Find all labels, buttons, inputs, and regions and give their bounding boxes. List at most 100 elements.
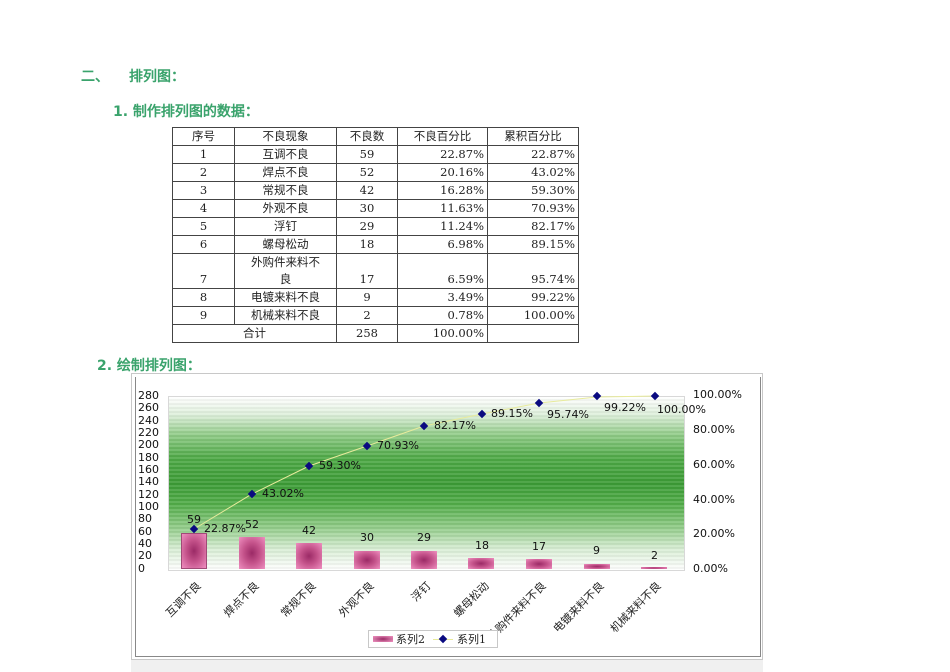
cell-defect: 浮钉 <box>234 217 337 236</box>
table-header-row: 序号 不良现象 不良数 不良百分比 累积百分比 <box>172 127 579 146</box>
bar[interactable] <box>296 543 322 569</box>
cell-count: 29 <box>336 217 398 236</box>
cell-cumulative: 22.87% <box>487 145 579 164</box>
header-cumulative: 累积百分比 <box>487 127 579 146</box>
table-row: 5 浮钉 29 11.24% 82.17% <box>172 217 579 236</box>
legend-entry-series1: 系列1 <box>457 633 486 646</box>
point-label: 22.87% <box>204 522 246 535</box>
bar[interactable] <box>526 559 552 569</box>
bar[interactable] <box>354 551 380 569</box>
left-axis-tick: 200 <box>138 438 159 451</box>
total-percent: 100.00% <box>397 324 488 343</box>
left-axis-tick: 260 <box>138 401 159 414</box>
cell-defect: 焊点不良 <box>234 163 337 182</box>
diamond-icon <box>438 634 448 643</box>
cell-cumulative: 59.30% <box>487 181 579 200</box>
point-label: 95.74% <box>547 408 589 421</box>
cell-percent: 6.98% <box>397 235 488 254</box>
bar-label: 42 <box>302 524 316 537</box>
cell-defect: 机械来料不良 <box>234 306 337 325</box>
bar[interactable] <box>181 533 207 569</box>
left-axis-tick: 100 <box>138 500 159 513</box>
chart-legend[interactable]: 系列2 系列1 <box>368 630 498 648</box>
bar[interactable] <box>239 537 265 569</box>
right-axis-tick: 40.00% <box>693 493 735 506</box>
section-heading: 二、 排列图： <box>81 66 185 86</box>
cell-index: 3 <box>172 181 235 200</box>
cell-defect: 外购件来料不良 <box>234 253 337 289</box>
bar[interactable] <box>584 564 610 569</box>
bar-swatch-icon <box>373 636 393 642</box>
bar[interactable] <box>411 551 437 569</box>
header-percent: 不良百分比 <box>397 127 488 146</box>
left-axis-tick: 280 <box>138 389 159 402</box>
defect-table: 序号 不良现象 不良数 不良百分比 累积百分比 1 互调不良 59 22.87%… <box>172 127 579 343</box>
cell-count: 59 <box>336 145 398 164</box>
bar-label: 30 <box>360 531 374 544</box>
header-count: 不良数 <box>336 127 398 146</box>
bar[interactable] <box>641 567 667 569</box>
cell-percent: 22.87% <box>397 145 488 164</box>
cell-cumulative: 43.02% <box>487 163 579 182</box>
table-row: 6 螺母松动 18 6.98% 89.15% <box>172 235 579 254</box>
cell-index: 1 <box>172 145 235 164</box>
left-axis-tick: 240 <box>138 414 159 427</box>
cell-count: 18 <box>336 235 398 254</box>
cell-count: 17 <box>336 253 398 289</box>
bar-label: 2 <box>651 549 658 562</box>
right-axis-tick: 0.00% <box>693 562 728 575</box>
table-total-row: 合计 258 100.00% <box>172 324 579 343</box>
bar-label: 29 <box>417 531 431 544</box>
cell-cumulative: 89.15% <box>487 235 579 254</box>
cell-percent: 3.49% <box>397 288 488 307</box>
cell-percent: 11.63% <box>397 199 488 218</box>
cell-defect-line1: 外购件来料不 <box>251 255 320 269</box>
left-axis-tick: 0 <box>138 562 145 575</box>
right-axis-tick: 60.00% <box>693 458 735 471</box>
cell-cumulative: 100.00% <box>487 306 579 325</box>
point-label: 100.00% <box>657 403 706 416</box>
cell-cumulative: 70.93% <box>487 199 579 218</box>
left-axis-tick: 40 <box>138 537 152 550</box>
cell-index: 8 <box>172 288 235 307</box>
left-axis-tick: 180 <box>138 451 159 464</box>
cell-index: 2 <box>172 163 235 182</box>
left-axis-tick: 60 <box>138 525 152 538</box>
cell-percent: 0.78% <box>397 306 488 325</box>
cell-cumulative: 99.22% <box>487 288 579 307</box>
left-axis-tick: 140 <box>138 475 159 488</box>
table-row: 4 外观不良 30 11.63% 70.93% <box>172 199 579 218</box>
step2-heading: 2. 绘制排列图： <box>97 358 201 374</box>
header-index: 序号 <box>172 127 235 146</box>
cell-defect: 螺母松动 <box>234 235 337 254</box>
cell-defect: 外观不良 <box>234 199 337 218</box>
left-axis-tick: 160 <box>138 463 159 476</box>
table-row: 3 常规不良 42 16.28% 59.30% <box>172 181 579 200</box>
point-label: 59.30% <box>319 459 361 472</box>
table-row: 1 互调不良 59 22.87% 22.87% <box>172 145 579 164</box>
bar[interactable] <box>468 558 494 569</box>
cell-percent: 20.16% <box>397 163 488 182</box>
right-axis-tick: 20.00% <box>693 527 735 540</box>
total-cumulative <box>487 324 579 343</box>
point-label: 70.93% <box>377 439 419 452</box>
cell-count: 30 <box>336 199 398 218</box>
bar-label: 52 <box>245 518 259 531</box>
table-row: 8 电镀来料不良 9 3.49% 99.22% <box>172 288 579 307</box>
bar-label: 17 <box>532 540 546 553</box>
bar-label: 9 <box>593 544 600 557</box>
legend-entry-series2: 系列2 <box>396 633 425 646</box>
point-label: 89.15% <box>491 407 533 420</box>
line-marker-swatch-icon <box>433 634 453 643</box>
cell-index: 9 <box>172 306 235 325</box>
table-row: 2 焊点不良 52 20.16% 43.02% <box>172 163 579 182</box>
cell-percent: 16.28% <box>397 181 488 200</box>
cell-percent: 6.59% <box>397 253 488 289</box>
table-row: 7 外购件来料不良 17 6.59% 95.74% <box>172 253 579 289</box>
cell-index: 4 <box>172 199 235 218</box>
cell-cumulative: 82.17% <box>487 217 579 236</box>
cell-percent: 11.24% <box>397 217 488 236</box>
point-label: 99.22% <box>604 401 646 414</box>
total-label: 合计 <box>172 324 337 343</box>
cell-count: 9 <box>336 288 398 307</box>
